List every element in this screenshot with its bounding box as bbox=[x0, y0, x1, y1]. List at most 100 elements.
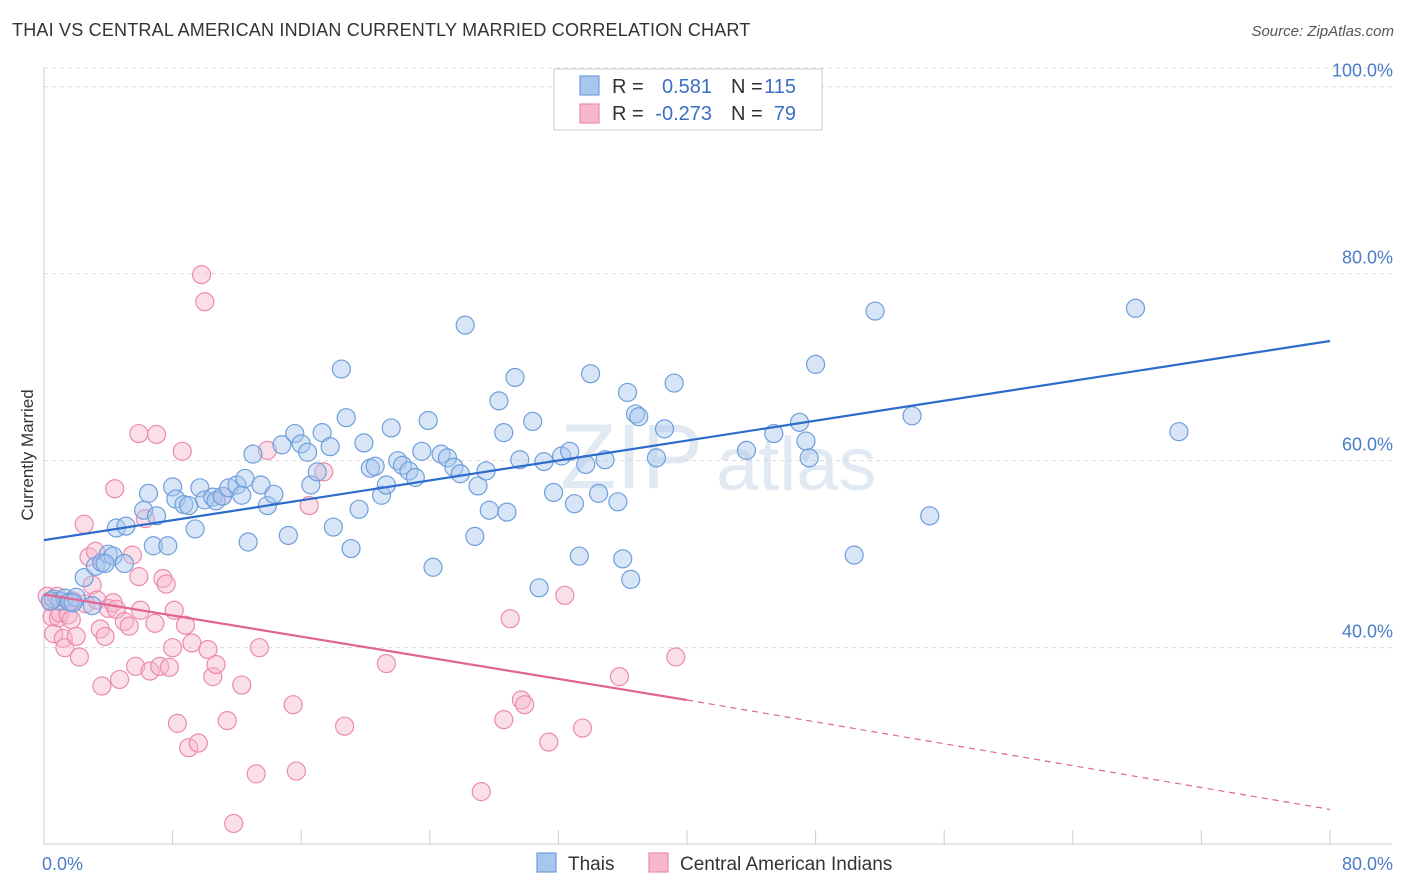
thais-point bbox=[285, 423, 305, 444]
thais-point bbox=[190, 478, 210, 498]
thais-point bbox=[272, 435, 292, 455]
thais-point bbox=[489, 391, 509, 411]
cai-point bbox=[471, 782, 491, 802]
thais-point bbox=[455, 315, 475, 335]
cai-point bbox=[140, 661, 160, 681]
thais-point bbox=[307, 462, 327, 482]
thais-point bbox=[510, 450, 530, 470]
cai-point bbox=[172, 441, 192, 461]
thais-point bbox=[179, 495, 199, 516]
thais-point bbox=[163, 477, 183, 497]
thais-point bbox=[412, 441, 432, 461]
cai-point bbox=[376, 653, 396, 674]
thais-point bbox=[543, 482, 564, 503]
thais-point bbox=[323, 517, 343, 537]
stats-r-label-cai: R = bbox=[612, 103, 644, 125]
thais-point bbox=[365, 456, 385, 476]
x-tick-label: 80.0% bbox=[1342, 854, 1393, 874]
y-tick-label: 100.0% bbox=[1332, 61, 1393, 81]
thais-point bbox=[371, 485, 392, 505]
cai-point bbox=[666, 647, 686, 667]
thais-point bbox=[646, 448, 667, 468]
thais-point bbox=[336, 408, 356, 428]
cai-point bbox=[105, 479, 125, 499]
thais-point bbox=[920, 506, 940, 526]
cai-point bbox=[195, 292, 215, 312]
thais-point bbox=[185, 519, 205, 539]
cai-trend-line bbox=[43, 593, 688, 702]
cai-point bbox=[182, 633, 202, 653]
cai-point bbox=[82, 575, 102, 595]
cai-point bbox=[109, 669, 130, 690]
thais-point bbox=[418, 410, 438, 431]
thais-point bbox=[654, 419, 675, 439]
legend-swatch-thais bbox=[536, 852, 557, 873]
cai-point bbox=[515, 695, 535, 715]
thais-point bbox=[146, 506, 167, 526]
cai-point bbox=[572, 718, 593, 738]
cai-point bbox=[159, 657, 179, 677]
thais-point bbox=[621, 569, 641, 590]
cai-point bbox=[74, 514, 94, 534]
cai-point bbox=[156, 574, 176, 594]
thais-point bbox=[63, 593, 83, 613]
cai-point bbox=[92, 676, 112, 696]
thais-point bbox=[479, 500, 499, 520]
cai-point bbox=[286, 761, 306, 781]
cai-point bbox=[179, 738, 199, 758]
x-tick-labels: 0.0% 80.0% bbox=[42, 854, 1393, 874]
thais-point bbox=[865, 301, 885, 321]
thais-point bbox=[95, 553, 115, 574]
thais-point bbox=[799, 448, 819, 468]
cai-point bbox=[129, 567, 149, 587]
thais-point bbox=[1125, 298, 1146, 318]
cai-point bbox=[217, 710, 237, 731]
cai-point bbox=[283, 695, 303, 715]
thais-point bbox=[468, 476, 488, 496]
chart-title: THAI VS CENTRAL AMERICAN INDIAN CURRENTL… bbox=[12, 20, 751, 40]
stats-r-value-thais: 0.581 bbox=[662, 76, 712, 98]
thais-point bbox=[613, 549, 633, 569]
thais-point bbox=[736, 440, 757, 460]
thais-point bbox=[529, 578, 549, 598]
series-cai-points bbox=[37, 265, 686, 834]
chart-source: Source: ZipAtlas.com bbox=[1251, 23, 1394, 40]
cai-point bbox=[175, 615, 196, 635]
thais-point bbox=[251, 475, 271, 495]
thais-point bbox=[523, 411, 543, 432]
stats-swatch-thais bbox=[579, 75, 600, 96]
thais-point bbox=[138, 483, 159, 503]
cai-point bbox=[249, 638, 270, 658]
cai-point bbox=[129, 423, 149, 444]
thais-point bbox=[238, 532, 258, 552]
thais-point bbox=[796, 431, 816, 451]
legend: Thais Central American Indians bbox=[536, 852, 892, 875]
thais-point bbox=[569, 546, 589, 566]
legend-label-cai: Central American Indians bbox=[680, 854, 892, 875]
thais-point bbox=[564, 494, 585, 514]
cai-trend-line-dashed bbox=[686, 699, 1331, 810]
grid-lines bbox=[44, 67, 1392, 649]
stats-n-value-cai: 79 bbox=[774, 103, 796, 125]
thais-point bbox=[423, 557, 443, 577]
thais-point bbox=[497, 502, 517, 522]
y-tick-label: 40.0% bbox=[1342, 622, 1393, 642]
cai-point bbox=[69, 647, 89, 667]
cai-point bbox=[206, 654, 226, 675]
thais-point bbox=[82, 595, 102, 616]
thais-point bbox=[494, 423, 514, 443]
thais-point bbox=[595, 450, 615, 470]
thais-point bbox=[103, 546, 123, 566]
stats-r-value-cai: -0.273 bbox=[655, 103, 712, 125]
stats-n-label-thais: N = bbox=[731, 76, 763, 98]
thais-point bbox=[617, 382, 638, 403]
thais-point bbox=[376, 475, 396, 495]
legend-swatch-cai bbox=[648, 852, 669, 873]
y-tick-label: 60.0% bbox=[1342, 435, 1393, 455]
thais-point bbox=[320, 437, 340, 457]
thais-point bbox=[844, 545, 864, 565]
thais-point bbox=[143, 536, 163, 556]
y-tick-label: 80.0% bbox=[1342, 248, 1393, 268]
cai-point bbox=[257, 440, 278, 460]
cai-point bbox=[126, 656, 146, 676]
